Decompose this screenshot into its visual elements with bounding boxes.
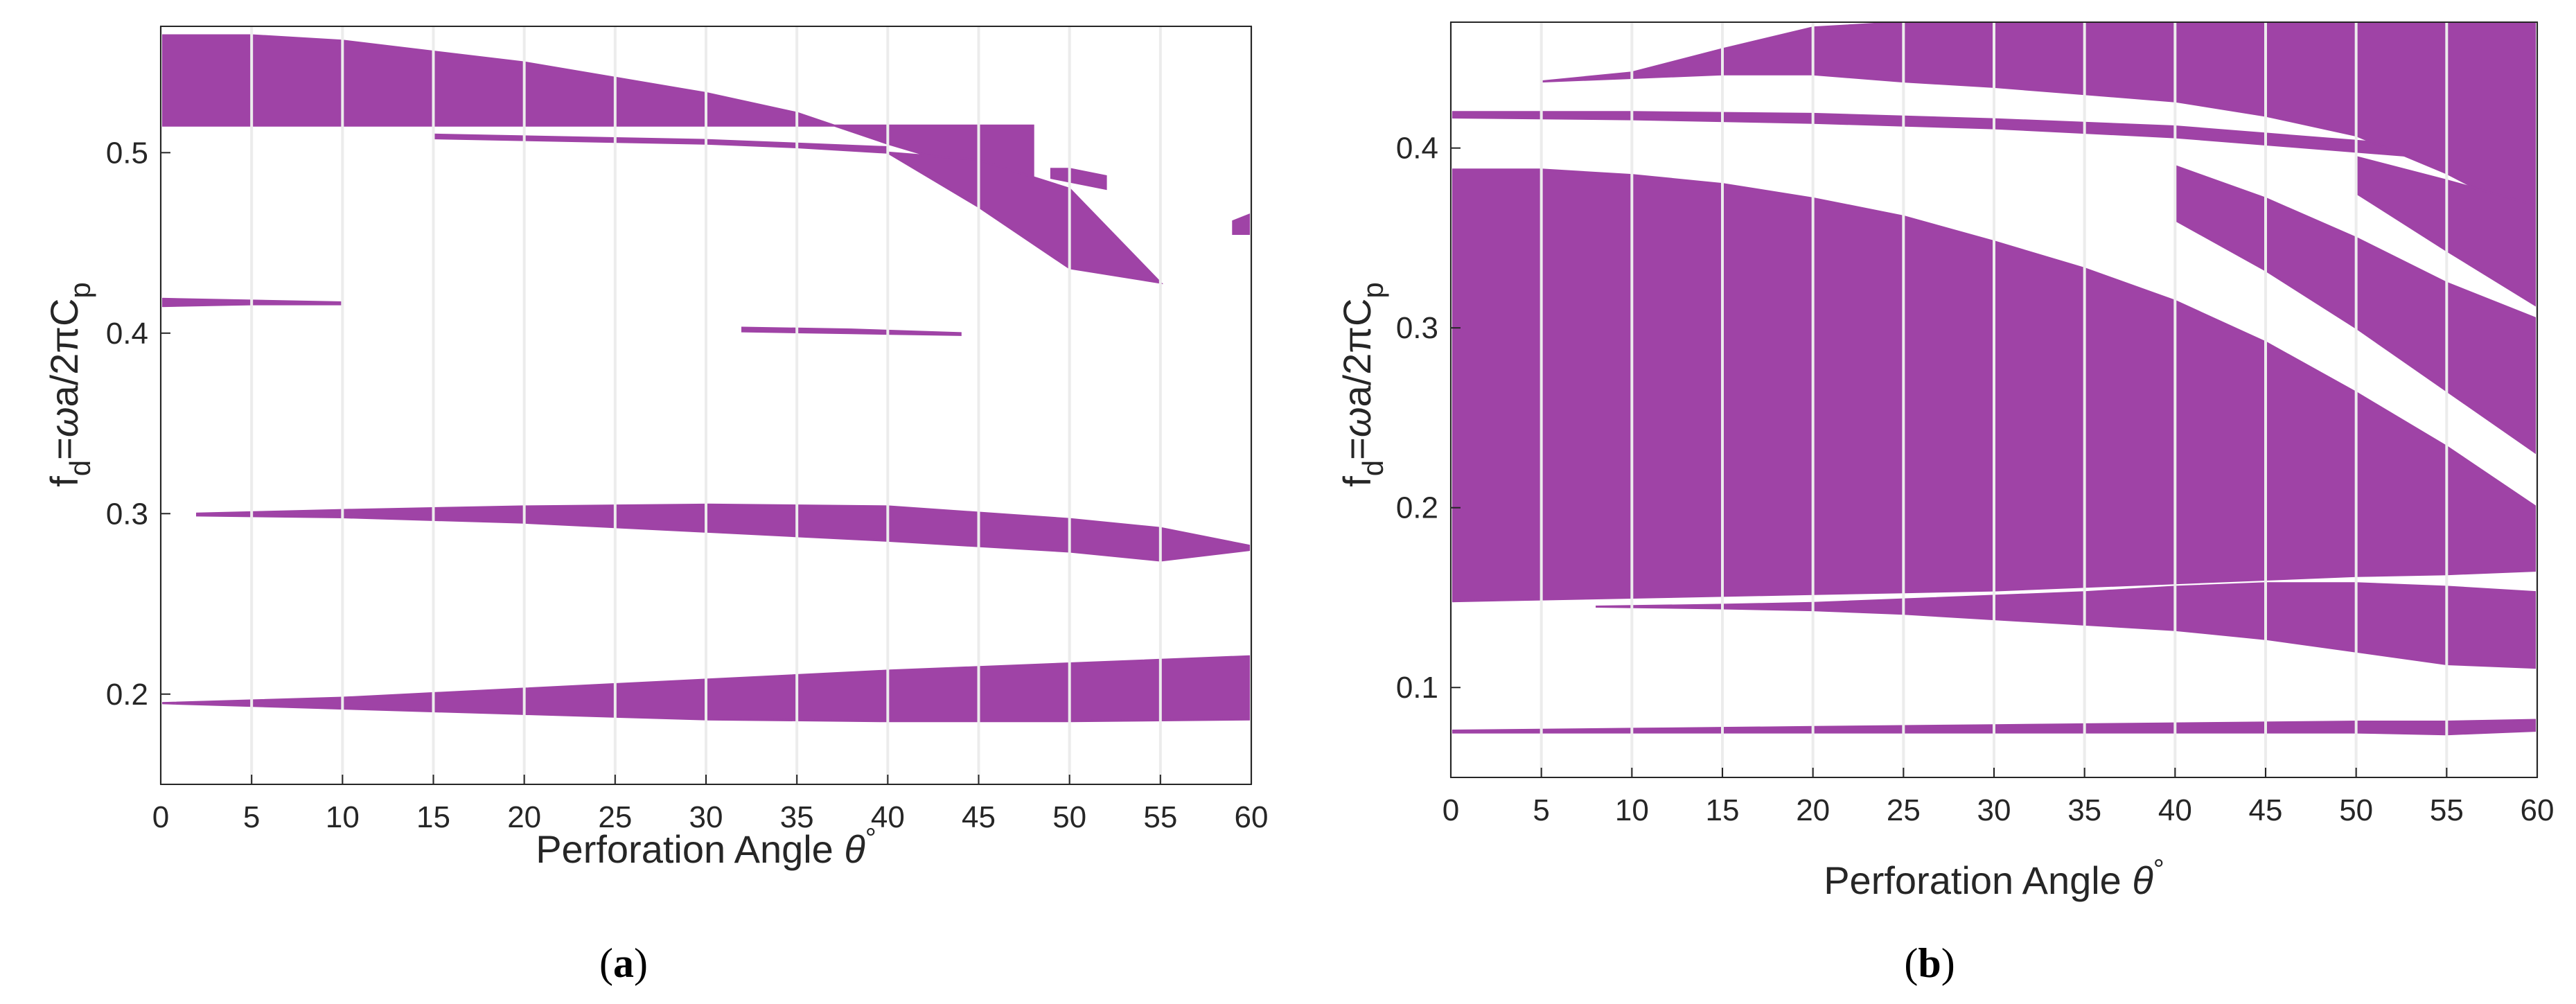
x-tick-label: 10 bbox=[1615, 793, 1649, 827]
x-tick-label: 60 bbox=[1235, 800, 1269, 834]
y-tick-label: 0.4 bbox=[106, 317, 148, 351]
y-tick-label: 0.5 bbox=[106, 136, 148, 170]
axis-labels: Perforation Angle θ° fd=ωa/2πCp bbox=[1335, 282, 2164, 902]
band-gap-2 bbox=[1596, 582, 2537, 669]
x-tick-label: 5 bbox=[1533, 793, 1549, 827]
x-tick-label: 30 bbox=[1977, 793, 2011, 827]
y-tick-label: 0.3 bbox=[106, 497, 148, 531]
x-tick-label: 20 bbox=[1796, 793, 1830, 827]
x-tick-label: 60 bbox=[2521, 793, 2555, 827]
x-tick-label: 30 bbox=[689, 800, 723, 834]
tick-labels: 0 5 10 15 20 25 30 35 40 45 50 55 60 0.1 0.2 0.3 0.4 bbox=[1396, 132, 2555, 827]
x-tick-label: 5 bbox=[243, 800, 260, 834]
x-tick-label: 15 bbox=[416, 800, 450, 834]
y-tick-label: 0.1 bbox=[1396, 671, 1438, 705]
y-axis-label: fd=ωa/2πCp bbox=[42, 282, 96, 487]
x-tick-label: 10 bbox=[326, 800, 360, 834]
x-tick-label: 55 bbox=[1143, 800, 1177, 834]
x-tick-label: 50 bbox=[1052, 800, 1086, 834]
y-tick-label: 0.4 bbox=[1396, 132, 1438, 166]
panel-label: (b) bbox=[1904, 940, 1955, 986]
x-tick-label: 35 bbox=[2067, 793, 2101, 827]
band-gap-5 bbox=[1541, 22, 2537, 222]
x-axis-label: Perforation Angle θ° bbox=[1824, 854, 2164, 902]
axis-labels: Perforation Angle θ° fd=ωa/2πCp bbox=[42, 282, 876, 871]
x-tick-label: 15 bbox=[1706, 793, 1740, 827]
x-tick-label: 45 bbox=[2249, 793, 2283, 827]
axes bbox=[160, 26, 1252, 785]
x-tick-label: 20 bbox=[507, 800, 541, 834]
band-gap-2 bbox=[196, 503, 1251, 562]
tick-labels: 0 5 10 15 20 25 30 35 40 45 50 55 60 0.2 0.3 0.4 0.5 bbox=[106, 136, 1269, 834]
y-tick-label: 0.2 bbox=[1396, 491, 1438, 525]
x-axis-label: Perforation Angle θ° bbox=[536, 823, 876, 871]
y-tick-label: 0.3 bbox=[1396, 311, 1438, 345]
x-tick-label: 25 bbox=[598, 800, 632, 834]
band-gap-9 bbox=[1232, 213, 1251, 235]
x-tick-label: 50 bbox=[2339, 793, 2373, 827]
x-tick-label: 35 bbox=[780, 800, 814, 834]
y-axis-label: fd=ωa/2πCp bbox=[1335, 282, 1389, 487]
x-tick-label: 40 bbox=[2158, 793, 2192, 827]
x-tick-label: 40 bbox=[871, 800, 905, 834]
chart-panel-b: 0 5 10 15 20 25 30 35 40 45 50 55 60 0.1 0.2 0.3 0.4 Per… bbox=[1335, 21, 2555, 986]
x-tick-label: 55 bbox=[2430, 793, 2464, 827]
x-tick-label: 0 bbox=[1443, 793, 1459, 827]
chart-panel-a: 0 5 10 15 20 25 30 35 40 45 50 55 60 0.2 0.3 0.4 0.5 Per… bbox=[42, 26, 1268, 986]
panel-label: (a) bbox=[599, 940, 648, 986]
x-tick-label: 25 bbox=[1887, 793, 1921, 827]
x-tick-label: 45 bbox=[962, 800, 996, 834]
axes bbox=[1450, 21, 2538, 778]
y-tick-label: 0.2 bbox=[106, 678, 148, 712]
x-tick-label: 0 bbox=[152, 800, 169, 834]
